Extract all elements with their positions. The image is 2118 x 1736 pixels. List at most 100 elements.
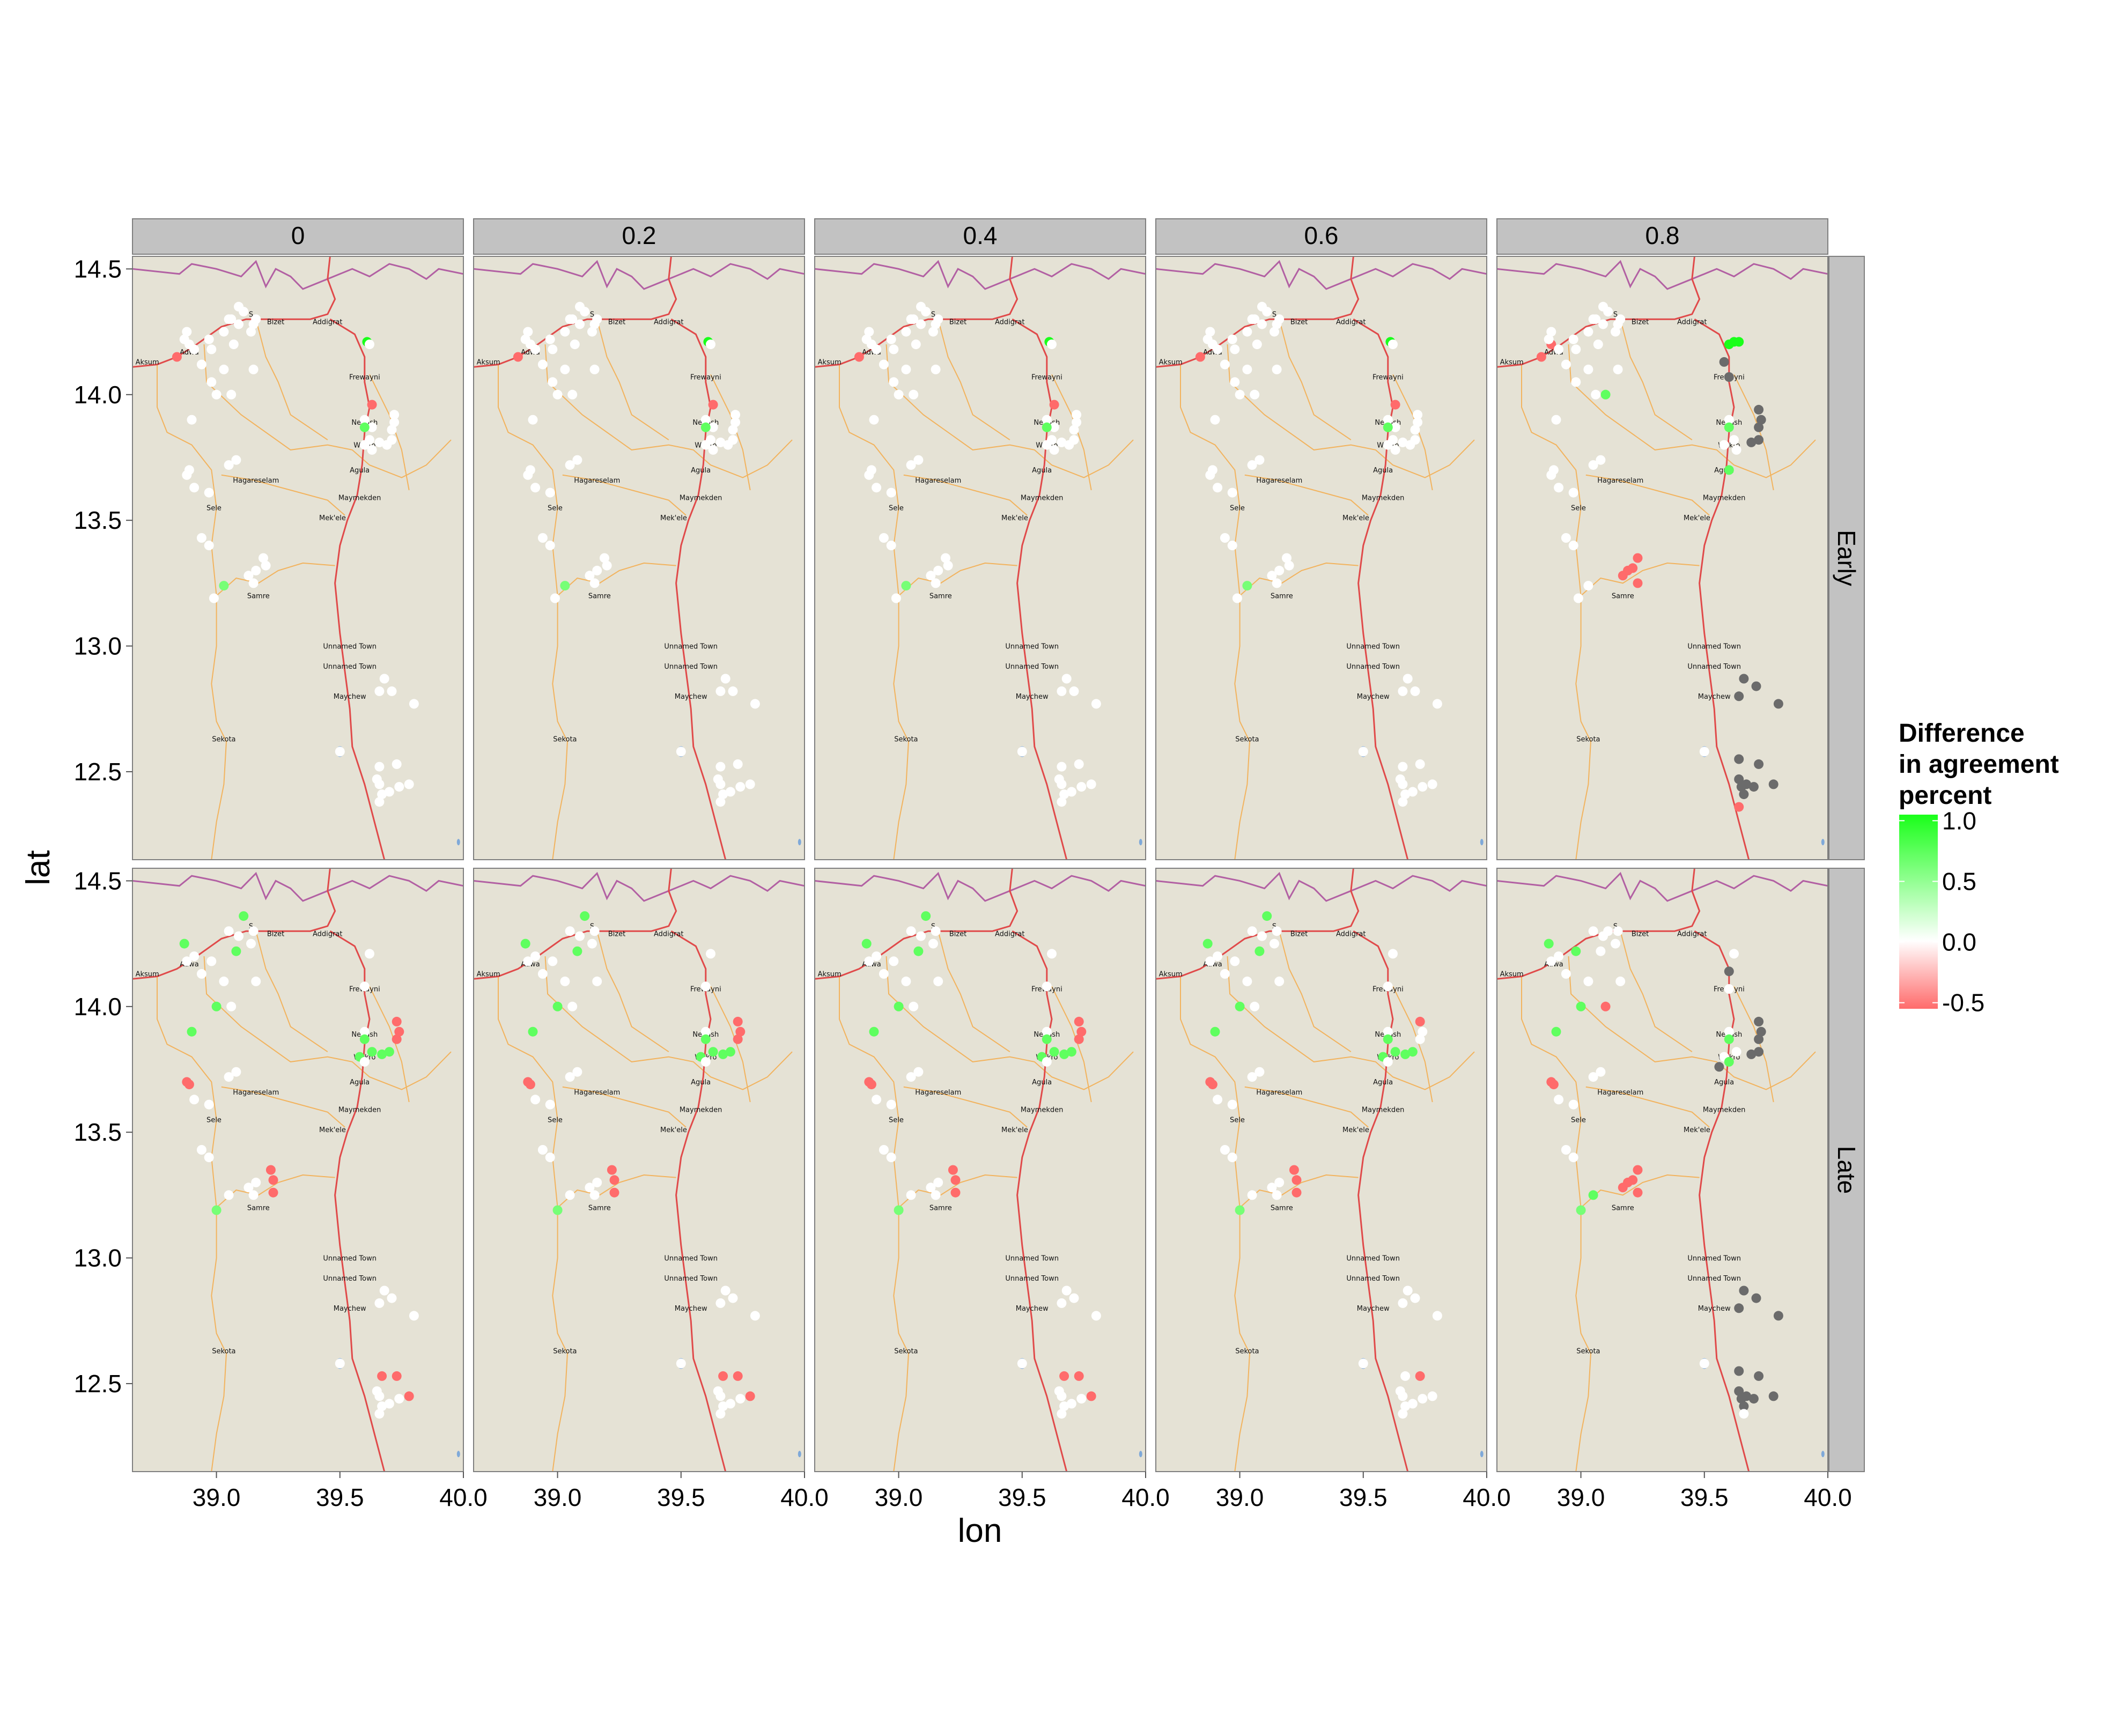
data-point: [1628, 563, 1638, 573]
data-point: [261, 560, 271, 571]
data-point: [204, 541, 214, 551]
place-label: Samre: [1612, 593, 1634, 601]
data-point: [374, 1409, 385, 1419]
data-point: [1729, 949, 1739, 959]
data-point: [1398, 686, 1408, 696]
place-label: Mek'ele: [319, 1126, 346, 1134]
place-label: Agula: [350, 467, 370, 475]
data-point: [745, 1391, 755, 1401]
data-point: [700, 1057, 711, 1067]
data-point: [1546, 327, 1556, 337]
data-point: [537, 969, 548, 979]
data-point: [609, 1175, 619, 1185]
data-point: [379, 674, 389, 684]
data-point: [869, 415, 879, 425]
data-point: [1017, 1358, 1027, 1369]
place-label: Unnamed Town: [664, 642, 718, 651]
data-point: [1561, 533, 1571, 543]
data-point: [231, 1067, 241, 1077]
place-label: Unnamed Town: [1346, 1275, 1400, 1283]
data-point: [1272, 1190, 1282, 1200]
data-point: [1415, 759, 1425, 769]
data-point: [1746, 1049, 1757, 1059]
data-point: [1418, 782, 1428, 792]
place-label: Agula: [1032, 467, 1052, 475]
data-point: [909, 314, 919, 324]
data-point: [394, 1026, 404, 1037]
data-point: [728, 425, 738, 435]
place-label: Mek'ele: [1001, 1126, 1028, 1134]
data-point: [1274, 314, 1285, 324]
place-label: Hagareselam: [1256, 1089, 1302, 1097]
place-label: Maymekden: [1021, 1106, 1064, 1114]
axes: 12.5 13.0 13.5 14.0 14.5 12.5 13.0 13.5 14.0 14.5…: [73, 255, 1851, 1511]
data-point: [1072, 410, 1082, 420]
data-point: [1571, 344, 1581, 354]
data-point: [251, 976, 261, 986]
data-point: [901, 976, 911, 986]
data-point: [1568, 1099, 1578, 1110]
data-point: [1066, 1047, 1076, 1057]
place-label: S: [1272, 311, 1276, 319]
data-point: [387, 686, 397, 696]
place-label: Unnamed Town: [1005, 1254, 1059, 1262]
data-point: [1069, 686, 1079, 696]
data-point: [1227, 487, 1237, 498]
data-point: [715, 762, 726, 772]
data-point: [1407, 1399, 1418, 1409]
data-point: [1734, 1303, 1744, 1313]
data-point: [1432, 699, 1442, 709]
minor-road: [1620, 319, 1693, 441]
row-strip: [1828, 256, 1865, 860]
data-point: [1551, 1026, 1561, 1037]
data-point: [1042, 440, 1052, 450]
data-point: [1042, 1057, 1052, 1067]
data-point: [1734, 337, 1744, 347]
data-point: [1388, 949, 1398, 959]
data-point: [1074, 759, 1084, 769]
data-point: [196, 359, 206, 370]
place-label: Samre: [1271, 1205, 1293, 1213]
data-point: [359, 440, 370, 450]
legend-tick-label: 0.0: [1942, 928, 1976, 956]
data-point: [1731, 1047, 1741, 1057]
data-point: [1250, 1001, 1260, 1011]
data-point: [745, 779, 755, 789]
data-point: [1415, 1371, 1425, 1381]
data-point: [530, 1095, 541, 1105]
panel-late-0: AksumAdwaSBizetAddigratFrewayniNegashWuk…: [132, 868, 464, 1472]
data-point: [1069, 435, 1079, 445]
place-label: Aksum: [136, 971, 159, 979]
place-label: Agula: [1373, 467, 1393, 475]
data-point: [1272, 364, 1282, 374]
place-label: S: [1613, 311, 1618, 319]
panel-early-0.4: AksumAdwaSBizetAddigratFrewayniNegashWuk…: [814, 256, 1146, 860]
y-tick-label: 14.5: [73, 867, 122, 895]
data-point: [224, 926, 234, 936]
minor-road: [1279, 319, 1352, 441]
lake: [1821, 1451, 1825, 1458]
data-point: [1410, 435, 1420, 445]
data-point: [231, 946, 241, 956]
place-label: S: [931, 923, 935, 931]
data-point: [1561, 969, 1571, 979]
data-point: [1017, 747, 1027, 757]
data-point: [889, 377, 899, 387]
data-point: [1400, 1049, 1411, 1059]
main-road: [329, 318, 386, 860]
data-point: [921, 307, 931, 317]
data-point: [872, 1095, 882, 1105]
data-point: [1076, 782, 1087, 792]
basemap: AksumAdwaSBizetAddigratFrewayniNegashWuk…: [474, 868, 805, 1472]
place-label: Hagareselam: [1597, 1089, 1643, 1097]
data-point: [204, 1153, 214, 1163]
data-point: [394, 1394, 404, 1404]
data-point: [219, 976, 229, 986]
data-point: [1591, 389, 1601, 400]
y-tick-label: 13.5: [73, 506, 122, 534]
panel-frame: [132, 256, 464, 860]
data-point: [387, 1293, 397, 1303]
data-point: [1230, 956, 1240, 966]
data-point: [182, 470, 192, 480]
